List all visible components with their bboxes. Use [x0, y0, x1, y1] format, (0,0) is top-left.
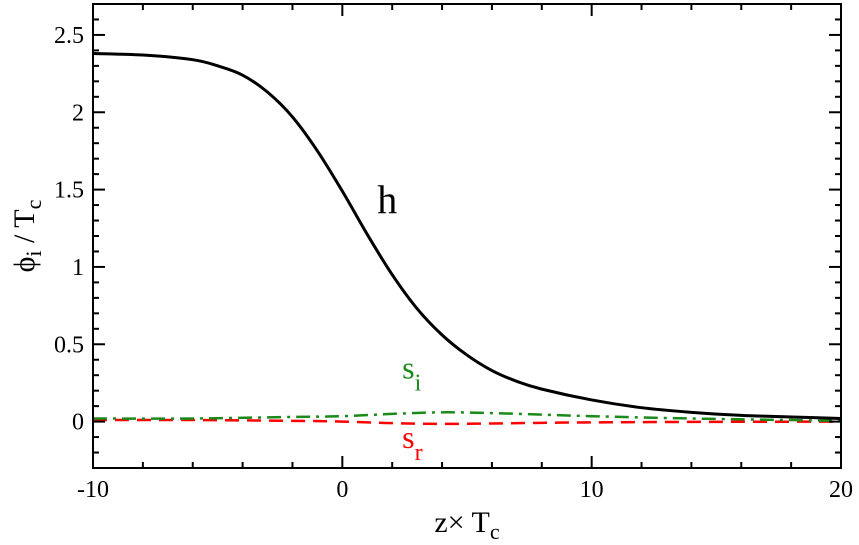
x-tick-label: -10 — [77, 477, 109, 503]
annotations: h si sr — [377, 177, 422, 466]
series-label-s-i: si — [402, 349, 421, 396]
series-line-h — [92, 51, 842, 421]
plot-lines — [92, 51, 842, 426]
axis-ticks: -10 0 10 20 0 0.5 1 1.5 2 2.5 — [54, 4, 853, 503]
y-tick-label: 2.5 — [54, 23, 84, 49]
series-label-s-r: sr — [402, 419, 422, 466]
x-tick-label: 20 — [829, 477, 853, 503]
y-tick-label: 1 — [72, 255, 84, 281]
series-line-s-i — [92, 411, 842, 423]
series-label-h: h — [377, 177, 397, 222]
x-tick-label: 0 — [336, 477, 348, 503]
y-axis-label: ϕi / Tc — [8, 199, 46, 272]
y-tick-label: 0.5 — [54, 332, 84, 358]
y-tick-label: 0 — [72, 410, 84, 436]
x-axis-label: z× Tc — [434, 506, 500, 544]
x-tick-label: 10 — [580, 477, 604, 503]
y-tick-label: 1.5 — [54, 178, 84, 204]
y-tick-label: 2 — [72, 100, 84, 126]
plot-frame — [92, 3, 842, 469]
series-line-s-r — [92, 418, 842, 426]
